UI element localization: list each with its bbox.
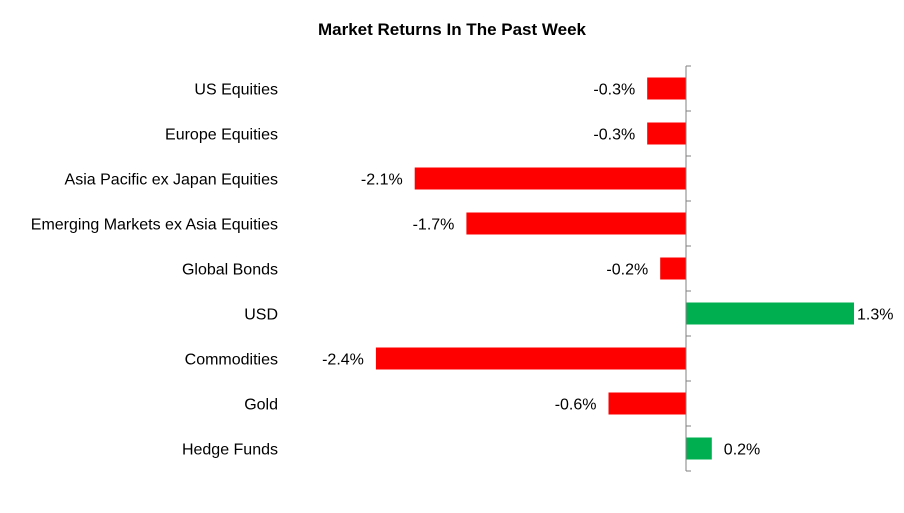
data-label-2: -2.1% xyxy=(361,172,403,189)
category-label-3: Emerging Markets ex Asia Equities xyxy=(31,217,278,234)
bar-4 xyxy=(660,257,686,280)
category-labels: US Equities Europe Equities Asia Pacific e… xyxy=(31,82,278,459)
category-label-1: Europe Equities xyxy=(165,127,278,144)
data-label-8: 0.2% xyxy=(724,442,760,459)
bar-1 xyxy=(647,122,686,145)
category-label-5: USD xyxy=(244,307,278,324)
bar-2 xyxy=(414,167,686,190)
category-label-6: Commodities xyxy=(185,352,278,369)
bar-6 xyxy=(375,347,686,370)
category-label-0: US Equities xyxy=(194,82,278,99)
category-label-4: Global Bonds xyxy=(182,262,278,279)
value-axis xyxy=(685,65,691,472)
data-label-4: -0.2% xyxy=(606,262,648,279)
category-label-8: Hedge Funds xyxy=(182,442,278,459)
bar-7 xyxy=(608,392,686,415)
data-label-5: 1.3% xyxy=(857,307,893,324)
data-label-1: -0.3% xyxy=(593,127,635,144)
chart-title: Market Returns In The Past Week xyxy=(318,20,587,39)
data-label-6: -2.4% xyxy=(322,352,364,369)
bar-5 xyxy=(686,302,854,325)
bar-8 xyxy=(686,437,712,460)
data-label-3: -1.7% xyxy=(413,217,455,234)
bar-0 xyxy=(647,77,686,100)
data-label-0: -0.3% xyxy=(593,82,635,99)
category-label-7: Gold xyxy=(244,397,278,414)
bar-3 xyxy=(466,212,686,235)
data-labels: -0.3% -0.3% -2.1% -1.7% -0.2% 1.3% -2.4% -0.6% 0… xyxy=(322,82,893,459)
bars-group xyxy=(375,77,854,460)
data-label-7: -0.6% xyxy=(555,397,597,414)
category-label-2: Asia Pacific ex Japan Equities xyxy=(65,172,278,189)
